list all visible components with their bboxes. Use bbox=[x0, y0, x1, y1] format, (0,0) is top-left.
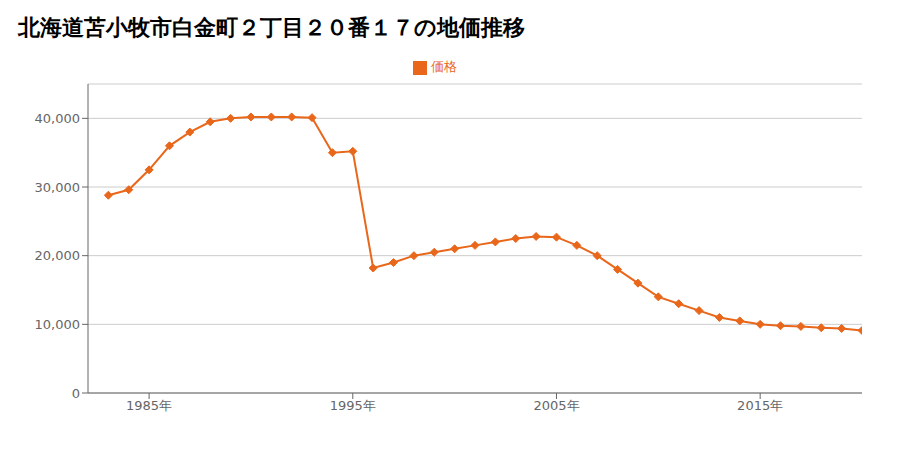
svg-text:2015年: 2015年 bbox=[737, 398, 783, 413]
svg-text:20,000: 20,000 bbox=[35, 248, 81, 263]
svg-text:1985年: 1985年 bbox=[126, 398, 172, 413]
html-text:北海道苫小牧市白金町２丁目２０番１７の地価推移: 北海道苫小牧市白金町２丁目２０番１７の地価推移 bbox=[18, 15, 525, 40]
svg-text:1995年: 1995年 bbox=[330, 398, 376, 413]
html-text:価格: 価格 bbox=[431, 59, 457, 74]
svg-text:10,000: 10,000 bbox=[35, 317, 81, 332]
svg-text:40,000: 40,000 bbox=[35, 111, 81, 126]
svg-text:30,000: 30,000 bbox=[35, 180, 81, 195]
svg-text:0: 0 bbox=[72, 386, 80, 401]
svg-text:2005年: 2005年 bbox=[533, 398, 579, 413]
